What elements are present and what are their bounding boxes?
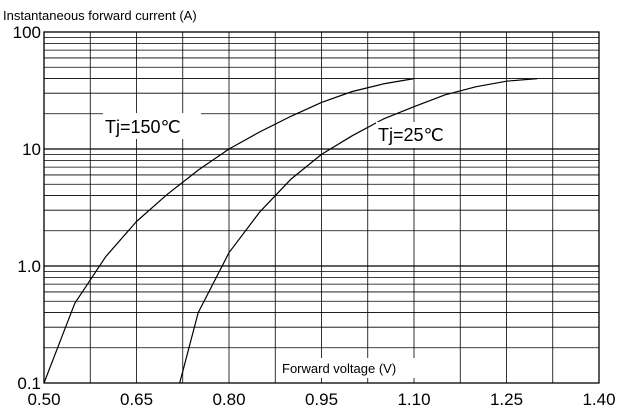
x-tick-label: 0.80 (212, 390, 245, 409)
label-background-tj150 (103, 113, 201, 139)
x-tick-label: 1.25 (490, 390, 523, 409)
tick-labels: 0.50 0.65 0.80 0.95 1.10 1.25 1.40 0.1 1.0 10 100 (13, 23, 616, 409)
curves (43, 78, 538, 384)
x-tick-label: 1.10 (397, 390, 430, 409)
x-tick-label: 0.95 (305, 390, 338, 409)
x-axis-title: Forward voltage (V) (282, 361, 396, 376)
series-label-tj25: Tj=25℃ (378, 125, 444, 145)
series-label-tj150: Tj=150℃ (105, 117, 181, 137)
series-line-0 (43, 78, 415, 384)
x-tick-label: 0.65 (120, 390, 153, 409)
x-tick-label: 1.40 (582, 390, 615, 409)
y-tick-label: 1.0 (17, 257, 41, 276)
series-line-1 (179, 78, 538, 384)
x-tick-label: 0.50 (27, 390, 60, 409)
y-axis-title: Instantaneous forward current (A) (3, 8, 197, 23)
label-background-tj25 (376, 122, 458, 148)
plot-frame (43, 31, 600, 384)
xlabel-background (279, 358, 431, 378)
y-tick-label: 0.1 (17, 374, 41, 393)
y-tick-label: 10 (22, 140, 41, 159)
y-tick-label: 100 (13, 23, 41, 42)
